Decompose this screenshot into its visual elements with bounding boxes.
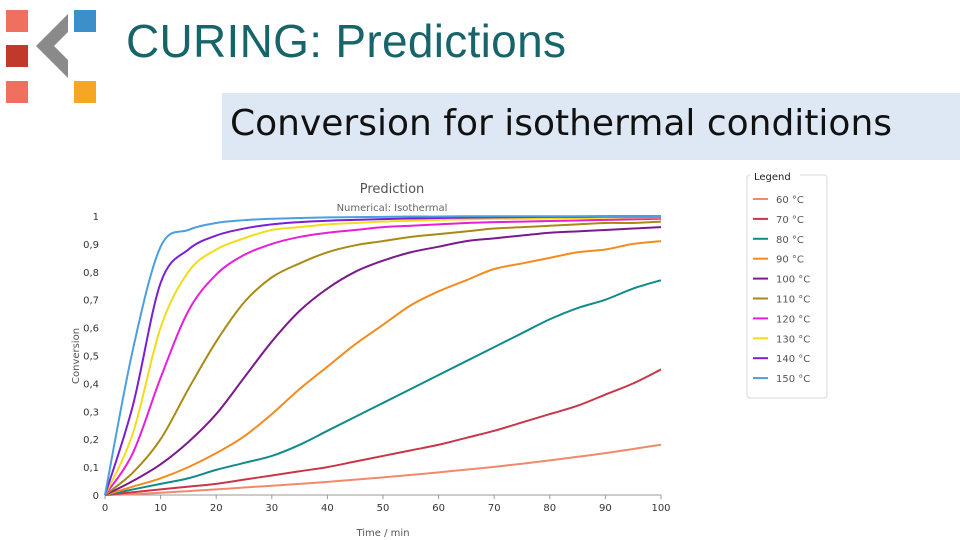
legend-item-label: 70 °C <box>776 215 804 226</box>
y-tick-label: 0,3 <box>83 407 99 418</box>
y-tick-label: 0,2 <box>83 435 99 446</box>
x-tick-label: 30 <box>265 503 278 514</box>
chart-subtitle: Numerical: Isothermal <box>337 203 448 214</box>
legend-item-label: 90 °C <box>776 255 804 266</box>
x-tick-label: 10 <box>154 503 167 514</box>
legend-title: Legend <box>754 172 791 183</box>
x-tick-label: 90 <box>599 503 612 514</box>
legend: Legend 60 °C 70 °C 80 °C 90 °C 100 °C 110 °C 1… <box>746 170 828 399</box>
series-line-6 <box>104 220 662 496</box>
series-line-2 <box>104 368 662 496</box>
y-tick-label: 0,5 <box>83 352 99 363</box>
legend-title-bg <box>750 170 800 182</box>
series-line-9 <box>104 215 661 496</box>
series-line-4 <box>104 240 662 496</box>
x-tick-label: 0 <box>102 503 108 514</box>
axes: 0 10 20 30 40 50 60 70 80 90 100 0 0,1 0,2 0,3 0,4 0,5 0,… <box>83 212 670 514</box>
y-tick-label: 0,7 <box>83 296 99 307</box>
series-line-1 <box>104 443 662 496</box>
legend-items: 60 °C 70 °C 80 °C 90 °C 100 °C 110 °C 120 °C 13… <box>753 195 810 385</box>
series-line-8 <box>104 216 662 496</box>
series-line-7 <box>104 217 662 496</box>
legend-item-label: 60 °C <box>776 195 804 206</box>
x-tick-label: 70 <box>488 503 501 514</box>
y-tick-label: 0,9 <box>83 240 99 251</box>
legend-item-label: 150 °C <box>776 374 810 385</box>
y-tick-label: 0,6 <box>83 324 99 335</box>
y-tick-label: 0,8 <box>83 268 99 279</box>
logo <box>6 10 96 103</box>
chart-title: Prediction <box>360 182 425 197</box>
x-tick-label: 80 <box>543 503 556 514</box>
y-tick-label: 0 <box>93 491 99 502</box>
x-axis-label: Time / min <box>355 528 409 539</box>
legend-item-label: 80 °C <box>776 235 804 246</box>
series-line-10 <box>104 214 661 496</box>
y-tick-label: 0,4 <box>83 379 99 390</box>
slide-title: CURING: Predictions <box>126 15 567 67</box>
y-tick-label: 1 <box>93 212 99 223</box>
series-line-5 <box>104 226 662 496</box>
chevron-squares-logo-icon <box>6 10 96 103</box>
series-line-3 <box>104 279 662 496</box>
x-tick-label: 100 <box>651 503 670 514</box>
subtitle-banner: Conversion for isothermal conditions <box>222 93 960 160</box>
legend-item-label: 140 °C <box>776 354 810 365</box>
legend-item-label: 110 °C <box>776 295 810 306</box>
x-tick-label: 20 <box>210 503 223 514</box>
slide-subtitle: Conversion for isothermal conditions <box>230 103 893 144</box>
series-lines <box>104 214 662 496</box>
x-tick-label: 60 <box>432 503 445 514</box>
y-axis-label: Conversion <box>71 328 82 384</box>
legend-item-label: 100 °C <box>776 275 810 286</box>
y-tick-label: 0,1 <box>83 463 99 474</box>
legend-item-label: 130 °C <box>776 334 810 345</box>
x-tick-label: 40 <box>321 503 334 514</box>
x-tick-label: 50 <box>377 503 390 514</box>
legend-item-label: 120 °C <box>776 314 810 325</box>
